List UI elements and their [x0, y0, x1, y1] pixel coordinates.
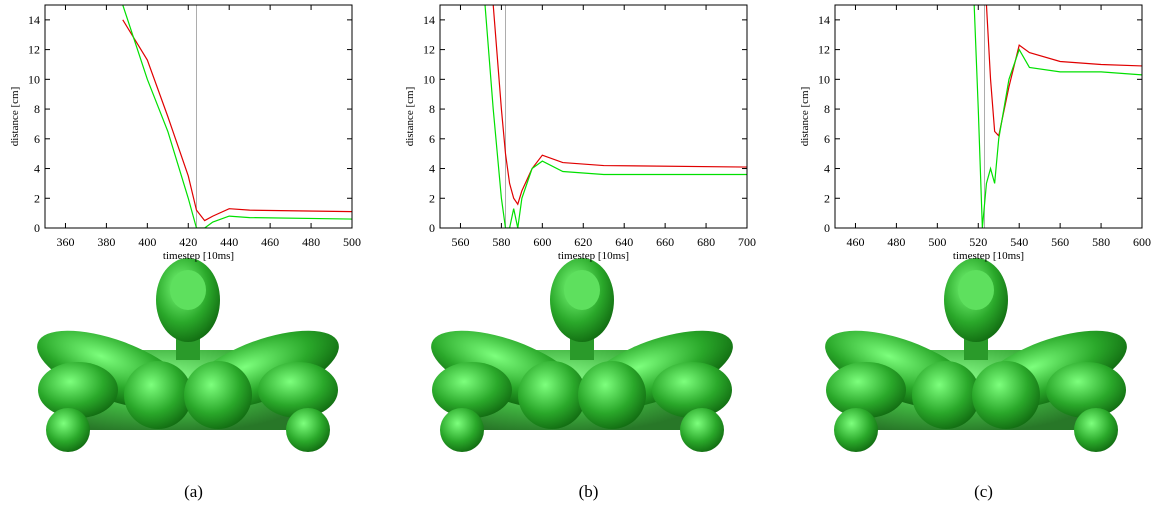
x-tick-label: 500 — [928, 235, 946, 249]
x-tick-label: 360 — [56, 235, 74, 249]
plot-frame — [834, 4, 1143, 229]
y-tick-label: 0 — [429, 221, 435, 235]
y-tick-label: 12 — [28, 43, 40, 57]
x-tick-label: 680 — [697, 235, 715, 249]
y-tick-label: 12 — [818, 43, 830, 57]
chart: 0 2 4 6 8 10 12 14 560 580 600 620 640 660 680 700 times… — [404, 4, 756, 262]
y-axis-label: distance [cm] — [9, 87, 21, 147]
caption: (c) — [974, 482, 993, 501]
robot-render — [815, 258, 1137, 452]
x-tick-label: 620 — [574, 235, 592, 249]
y-tick-label: 12 — [423, 43, 435, 57]
y-tick-label: 0 — [824, 221, 830, 235]
x-tick-label: 640 — [615, 235, 633, 249]
x-tick-label: 660 — [656, 235, 674, 249]
x-tick-label: 520 — [969, 235, 987, 249]
robot-render — [421, 258, 743, 452]
data-line — [973, 5, 1142, 228]
plot-frame — [439, 4, 748, 229]
y-tick-label: 6 — [429, 132, 435, 146]
x-tick-label: 600 — [1133, 235, 1151, 249]
x-axis-label: timestep [10ms] — [953, 250, 1024, 262]
data-line — [122, 19, 352, 222]
x-tick-label: 440 — [220, 235, 238, 249]
x-tick-label: 380 — [97, 235, 115, 249]
y-axis-label: distance [cm] — [404, 87, 416, 147]
x-tick-label: 480 — [887, 235, 905, 249]
data-line — [122, 5, 352, 228]
x-tick-label: 460 — [261, 235, 279, 249]
y-tick-label: 2 — [429, 191, 435, 205]
x-tick-label: 700 — [738, 235, 756, 249]
data-line — [492, 5, 747, 206]
x-tick-label: 480 — [302, 235, 320, 249]
y-tick-label: 10 — [28, 72, 40, 86]
x-tick-label: 540 — [1010, 235, 1028, 249]
y-tick-label: 8 — [429, 102, 435, 116]
caption: (a) — [184, 482, 203, 501]
y-tick-label: 10 — [818, 72, 830, 86]
x-tick-label: 560 — [1051, 235, 1069, 249]
y-tick-label: 14 — [818, 13, 830, 27]
x-tick-label: 600 — [533, 235, 551, 249]
data-line — [985, 5, 1142, 138]
y-tick-label: 2 — [824, 191, 830, 205]
y-tick-label: 6 — [34, 132, 40, 146]
y-tick-label: 4 — [824, 162, 830, 176]
x-tick-label: 400 — [138, 235, 156, 249]
plot-frame — [44, 4, 353, 229]
data-line — [484, 5, 747, 228]
y-tick-label: 14 — [423, 13, 435, 27]
y-tick-label: 10 — [423, 72, 435, 86]
y-tick-label: 2 — [34, 191, 40, 205]
y-tick-label: 6 — [824, 132, 830, 146]
y-tick-label: 4 — [429, 162, 435, 176]
x-tick-label: 500 — [343, 235, 361, 249]
chart: 0 2 4 6 8 10 12 14 360 380 400 420 440 460 480 500 times… — [9, 4, 361, 262]
x-axis-label: timestep [10ms] — [558, 250, 629, 262]
x-tick-label: 580 — [1092, 235, 1110, 249]
chart: 0 2 4 6 8 10 12 14 460 480 500 520 540 560 580 600 times… — [799, 4, 1151, 262]
robot-render — [27, 258, 349, 452]
x-tick-label: 460 — [846, 235, 864, 249]
caption: (b) — [579, 482, 599, 501]
x-tick-label: 580 — [492, 235, 510, 249]
y-tick-label: 8 — [34, 102, 40, 116]
y-tick-label: 8 — [824, 102, 830, 116]
x-tick-label: 420 — [179, 235, 197, 249]
y-axis-label: distance [cm] — [799, 87, 811, 147]
x-tick-label: 560 — [451, 235, 469, 249]
y-tick-label: 0 — [34, 221, 40, 235]
y-tick-label: 14 — [28, 13, 40, 27]
y-tick-label: 4 — [34, 162, 40, 176]
x-axis-label: timestep [10ms] — [163, 250, 234, 262]
